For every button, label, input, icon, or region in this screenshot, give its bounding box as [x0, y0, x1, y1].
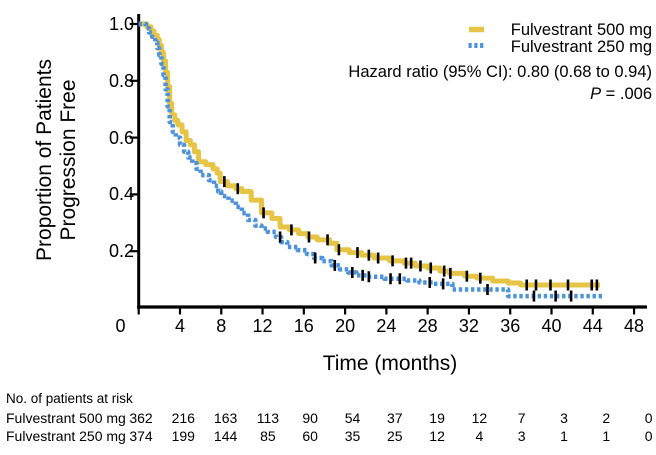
risk-count-250mg: 199 — [171, 428, 195, 444]
x-axis-title: Time (months) — [322, 352, 458, 375]
risk-count-500mg: 37 — [387, 410, 403, 426]
y-axis-title-line2: Progression Free — [56, 79, 80, 241]
y-tick-label: 0.8 — [108, 70, 134, 91]
x-tick-label: 48 — [624, 316, 645, 336]
legend-label-fulvestrant-250: Fulvestrant 250 mg — [510, 38, 652, 56]
risk-count-250mg: 1 — [560, 428, 568, 444]
risk-count-500mg: 3 — [560, 410, 568, 426]
x-tick-label: 40 — [541, 316, 562, 336]
risk-count-500mg: 362 — [129, 410, 153, 426]
risk-count-250mg: 0 — [644, 428, 653, 444]
x-tick-label: 16 — [293, 316, 314, 336]
x-tick-label: 32 — [458, 316, 479, 336]
risk-count-500mg: 90 — [302, 410, 318, 426]
risk-count-250mg: 35 — [344, 428, 361, 444]
p-value-symbol: P — [590, 85, 602, 103]
y-tick-label: 0.6 — [108, 127, 134, 148]
risk-count-250mg: 4 — [475, 428, 484, 444]
x-tick-label: 28 — [417, 316, 438, 336]
x-tick-label: 24 — [376, 316, 397, 336]
x-tick-label: 12 — [252, 316, 273, 336]
risk-count-250mg: 60 — [302, 428, 318, 444]
km-curve-fulvestrant-250mg — [138, 21, 603, 299]
y-tick-label: 0.4 — [108, 184, 134, 205]
risk-count-500mg: 19 — [429, 410, 445, 426]
y-axis-title: Proportion of Patients Progression Free — [33, 10, 80, 310]
p-value-annotation: P = .006 — [590, 85, 652, 104]
legend-label-fulvestrant-500: Fulvestrant 500 mg — [510, 21, 652, 39]
y-tick-label: 1.0 — [108, 14, 134, 34]
risk-count-500mg: 0 — [644, 410, 653, 426]
risk-row-label-500: Fulvestrant 500 mg — [6, 410, 126, 426]
risk-count-250mg: 1 — [602, 428, 611, 444]
x-tick-label: 36 — [500, 316, 521, 336]
risk-count-500mg: 12 — [471, 410, 488, 426]
x-tick-label: 44 — [582, 316, 603, 336]
x-tick-label: 4 — [174, 316, 185, 336]
x-tick-label: 0 — [115, 316, 126, 336]
risk-count-250mg: 25 — [387, 428, 403, 444]
risk-count-500mg: 54 — [344, 410, 361, 426]
y-axis-title-line1: Proportion of Patients — [33, 59, 56, 261]
risk-count-250mg: 3 — [517, 428, 526, 444]
x-tick-label: 20 — [335, 316, 356, 336]
risk-row-label-250: Fulvestrant 250 mg — [6, 428, 126, 444]
x-tick-label: 8 — [216, 316, 227, 336]
risk-count-250mg: 12 — [429, 428, 445, 444]
risk-count-500mg: 163 — [213, 410, 238, 426]
risk-count-500mg: 216 — [171, 410, 195, 426]
risk-count-250mg: 374 — [129, 428, 153, 444]
risk-table-title: No. of patients at risk — [6, 391, 133, 406]
risk-count-250mg: 144 — [213, 428, 238, 444]
risk-count-500mg: 7 — [517, 410, 526, 426]
y-tick-label: 0.2 — [108, 241, 134, 262]
risk-count-250mg: 85 — [260, 428, 276, 444]
risk-count-500mg: 113 — [256, 410, 280, 426]
risk-count-500mg: 2 — [602, 410, 611, 426]
hazard-ratio-annotation: Hazard ratio (95% CI): 0.80 (0.68 to 0.9… — [348, 63, 652, 81]
p-value-text: = .006 — [601, 85, 652, 103]
